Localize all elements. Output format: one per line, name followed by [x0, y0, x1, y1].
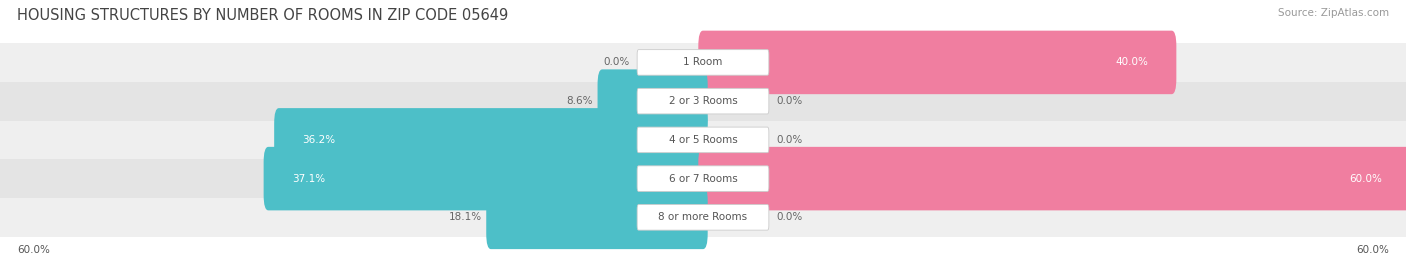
FancyBboxPatch shape — [637, 49, 769, 75]
Bar — [0, 121, 1406, 159]
Text: 8.6%: 8.6% — [567, 96, 593, 106]
Text: 8 or more Rooms: 8 or more Rooms — [658, 212, 748, 222]
Text: 36.2%: 36.2% — [302, 135, 336, 145]
Bar — [0, 198, 1406, 237]
Text: 0.0%: 0.0% — [778, 212, 803, 222]
Text: 60.0%: 60.0% — [17, 245, 49, 255]
Text: 37.1%: 37.1% — [292, 174, 325, 184]
FancyBboxPatch shape — [637, 127, 769, 153]
FancyBboxPatch shape — [637, 204, 769, 230]
Bar — [0, 159, 1406, 198]
FancyBboxPatch shape — [264, 147, 707, 210]
Text: HOUSING STRUCTURES BY NUMBER OF ROOMS IN ZIP CODE 05649: HOUSING STRUCTURES BY NUMBER OF ROOMS IN… — [17, 8, 508, 23]
Text: 0.0%: 0.0% — [603, 57, 630, 68]
Bar — [0, 43, 1406, 82]
Text: 40.0%: 40.0% — [1115, 57, 1149, 68]
Text: 6 or 7 Rooms: 6 or 7 Rooms — [669, 174, 737, 184]
FancyBboxPatch shape — [598, 69, 707, 133]
FancyBboxPatch shape — [274, 108, 707, 172]
Text: 0.0%: 0.0% — [778, 96, 803, 106]
FancyBboxPatch shape — [637, 88, 769, 114]
FancyBboxPatch shape — [637, 166, 769, 192]
Text: 4 or 5 Rooms: 4 or 5 Rooms — [669, 135, 737, 145]
Text: 0.0%: 0.0% — [778, 135, 803, 145]
Text: 18.1%: 18.1% — [449, 212, 481, 222]
Text: 60.0%: 60.0% — [1350, 174, 1382, 184]
Text: 60.0%: 60.0% — [1357, 245, 1389, 255]
Text: 2 or 3 Rooms: 2 or 3 Rooms — [669, 96, 737, 106]
FancyBboxPatch shape — [486, 186, 707, 249]
FancyBboxPatch shape — [699, 147, 1406, 210]
Text: 1 Room: 1 Room — [683, 57, 723, 68]
FancyBboxPatch shape — [699, 31, 1177, 94]
Text: Source: ZipAtlas.com: Source: ZipAtlas.com — [1278, 8, 1389, 18]
Bar — [0, 82, 1406, 121]
